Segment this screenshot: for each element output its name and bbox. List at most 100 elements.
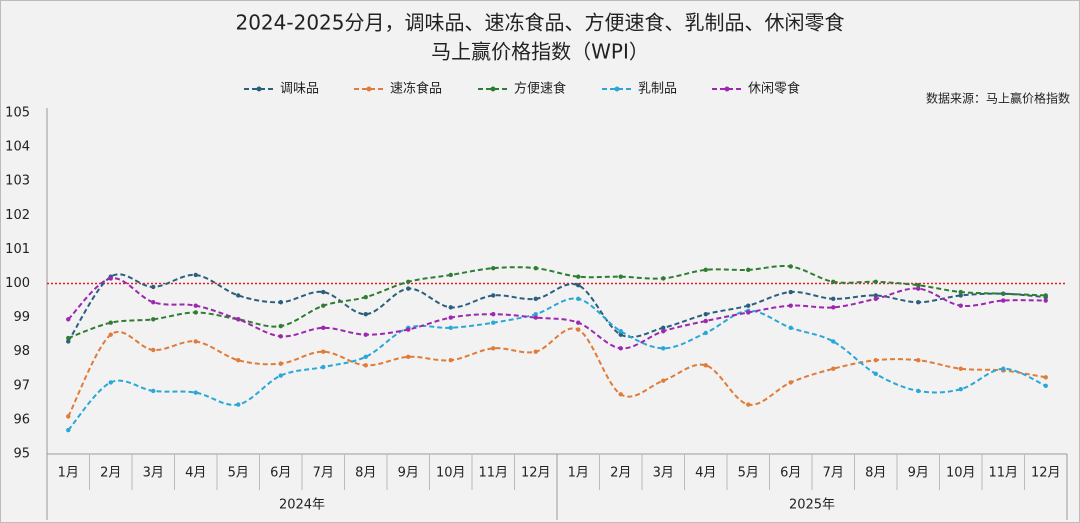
series-marker <box>873 371 878 377</box>
x-tick-label: 10月 <box>436 466 466 481</box>
series-marker <box>151 388 156 394</box>
series-marker <box>618 332 623 337</box>
series-marker <box>788 325 793 331</box>
x-tick-label: 6月 <box>780 466 801 481</box>
series-marker <box>491 311 496 317</box>
series-marker <box>958 293 963 298</box>
series-marker <box>873 293 878 298</box>
series-marker <box>916 358 921 363</box>
x-tick-label: 7月 <box>823 466 844 481</box>
y-tick-label: 102 <box>5 208 30 223</box>
series-marker <box>406 279 411 284</box>
y-tick-label: 103 <box>5 174 30 189</box>
series-marker <box>1043 293 1048 298</box>
series-marker <box>576 327 581 332</box>
x-tick-label: 9月 <box>398 466 419 481</box>
series-marker <box>193 303 198 308</box>
series-marker <box>321 349 326 354</box>
series-marker <box>363 354 368 360</box>
series-marker <box>66 317 71 322</box>
series-marker <box>831 305 836 310</box>
series-marker <box>193 339 198 344</box>
series-marker <box>873 279 878 284</box>
series-marker <box>703 318 708 324</box>
legend-marker <box>614 86 620 92</box>
x-tick-label: 11月 <box>478 466 508 481</box>
series-marker <box>236 293 241 298</box>
x-tick-label: 9月 <box>908 466 929 481</box>
series-marker <box>661 325 666 331</box>
legend-label: 速冻食品 <box>390 81 442 97</box>
series-marker <box>363 363 368 368</box>
series-marker <box>321 364 326 370</box>
series-marker <box>66 335 71 341</box>
series-marker <box>661 378 666 383</box>
series-marker <box>746 310 751 315</box>
series-marker <box>108 320 113 325</box>
y-tick-label: 97 <box>13 378 30 393</box>
series-marker <box>151 347 156 353</box>
series-marker <box>151 300 156 305</box>
series-marker <box>618 346 623 351</box>
series-marker <box>576 283 581 288</box>
series-marker <box>703 363 708 368</box>
series-marker <box>576 274 581 279</box>
series-marker <box>916 286 921 291</box>
series-marker <box>321 325 326 331</box>
series-marker <box>703 330 708 336</box>
legend-label: 调味品 <box>280 82 319 97</box>
legend-marker <box>490 86 496 92</box>
series-marker <box>788 303 793 308</box>
series-marker <box>278 361 283 366</box>
series-marker <box>406 354 411 360</box>
chart-title: 2024-2025分月，调味品、速冻食品、方便速食、乳制品、休闲零食 <box>235 11 844 35</box>
y-tick-label: 100 <box>5 276 30 291</box>
series-marker <box>533 315 538 320</box>
series-marker <box>746 402 751 407</box>
y-tick-label: 101 <box>5 242 30 257</box>
x-tick-label: 3月 <box>143 466 164 481</box>
series-marker <box>321 303 326 308</box>
series-marker <box>746 303 751 308</box>
series-marker <box>66 427 71 433</box>
series-marker <box>618 274 623 279</box>
x-tick-label: 5月 <box>738 466 759 481</box>
series-marker <box>363 311 368 317</box>
series-marker <box>278 334 283 339</box>
chart-subtitle: 马上赢价格指数（WPI） <box>431 40 649 64</box>
series-marker <box>788 289 793 295</box>
x-tick-label: 12月 <box>1031 466 1061 481</box>
series-marker <box>406 327 411 332</box>
series-marker <box>193 390 198 395</box>
series-marker <box>66 414 71 419</box>
series-marker <box>236 317 241 322</box>
legend-label: 休闲零食 <box>748 81 800 97</box>
series-marker <box>958 303 963 308</box>
y-tick-label: 98 <box>13 344 30 359</box>
series-marker <box>533 265 538 271</box>
series-marker <box>958 366 963 371</box>
series-marker <box>448 325 453 331</box>
series-marker <box>1043 375 1048 380</box>
series-marker <box>108 332 113 337</box>
y-tick-label: 105 <box>5 106 30 121</box>
x-tick-label: 6月 <box>270 466 291 481</box>
series-marker <box>278 300 283 305</box>
series-marker <box>831 366 836 371</box>
series-marker <box>66 339 71 344</box>
series-marker <box>491 346 496 351</box>
series-line <box>67 297 1047 431</box>
series-marker <box>703 267 708 273</box>
series-marker <box>236 358 241 363</box>
series-marker <box>703 311 708 317</box>
series-marker <box>788 380 793 385</box>
series-marker <box>1043 298 1048 303</box>
series-marker <box>1043 383 1048 388</box>
series-marker <box>831 279 836 284</box>
series-marker <box>916 283 921 288</box>
series-marker <box>533 296 538 302</box>
y-tick-label: 104 <box>5 140 30 155</box>
legend-marker <box>366 86 372 92</box>
